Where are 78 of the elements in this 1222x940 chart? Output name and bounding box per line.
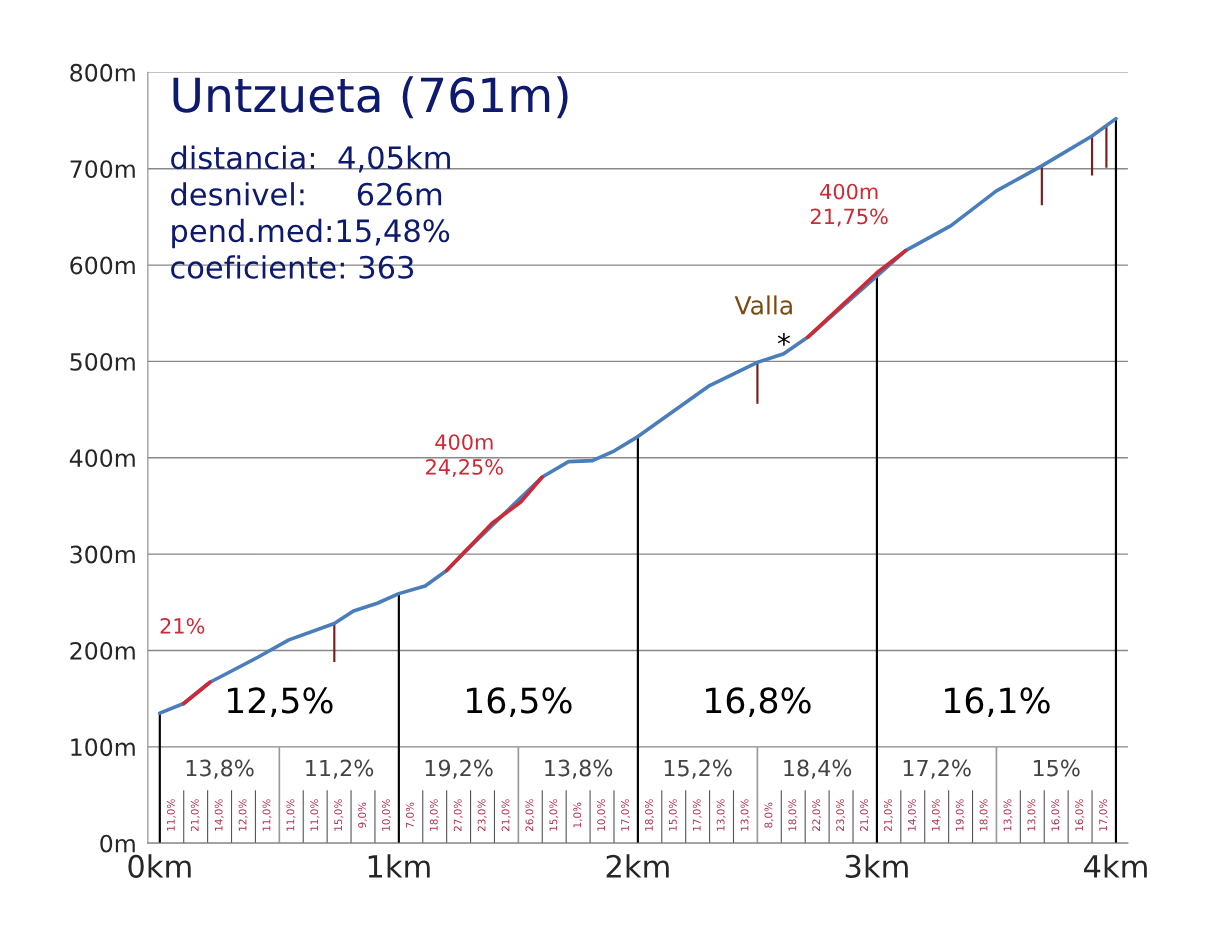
annotation: 18,0%: [979, 799, 989, 831]
annotation: 18,0%: [644, 799, 654, 831]
annotation: 11,0%: [166, 799, 176, 831]
annotation: 10,0%: [382, 799, 391, 831]
x-tick-label: 2km: [606, 854, 669, 878]
annotation: 19,0%: [955, 799, 965, 831]
annotation: Valla: [734, 295, 792, 315]
annotation: 11,0%: [310, 799, 320, 831]
series-label: 400m 24,25%: [426, 434, 503, 477]
y-tick-label: 400m: [69, 449, 135, 468]
annotation: 15,0%: [668, 799, 678, 831]
annotation: 17,0%: [621, 799, 631, 831]
annotation: 10,0%: [597, 799, 607, 831]
annotation: 18,0%: [429, 799, 439, 831]
annotation: 14,0%: [931, 799, 941, 831]
annotation: 7,0%: [405, 802, 415, 828]
x-tick-label: 0km: [128, 854, 191, 878]
annotation: 17,2%: [903, 759, 971, 779]
annotation: 14,0%: [214, 799, 224, 831]
annotation: 21,0%: [860, 799, 870, 832]
annotation: 16,8%: [706, 687, 811, 718]
annotation: 18,0%: [788, 799, 798, 831]
annotation: 15%: [1033, 759, 1080, 777]
annotation: 23,0%: [477, 799, 487, 832]
annotation: 27,0%: [453, 799, 463, 832]
text: distancia: 4,05km desnivel: 626m pend.med:15,48% coeficiente: 363: [171, 145, 450, 279]
annotation: 15,2%: [664, 759, 732, 779]
y-tick-label: 800m: [70, 63, 135, 82]
y-tick-label: 600m: [70, 256, 135, 275]
text: 21%: [160, 618, 205, 634]
annotation: 21,0%: [501, 799, 511, 832]
chart-title: Untzueta (761m): [173, 76, 568, 119]
y-tick-label: 700m: [70, 160, 135, 179]
x-tick-label: 3km: [845, 854, 908, 878]
bar: [397, 593, 400, 844]
annotation: 18,4%: [784, 759, 852, 779]
y-tick-label: 200m: [70, 641, 135, 660]
x-tick-label: 4km: [1084, 854, 1147, 878]
annotation: *: [777, 333, 791, 346]
annotation: 13,0%: [716, 799, 726, 831]
y-tick-label: 500m: [70, 352, 135, 371]
annotation: 13,0%: [1027, 799, 1037, 831]
annotation: 11,2%: [306, 759, 374, 779]
annotation: 13,0%: [1003, 799, 1013, 831]
annotation: 21,0%: [884, 799, 893, 832]
annotation: 8,0%: [764, 802, 774, 828]
annotation: 12,0%: [238, 799, 248, 831]
annotation: 21,0%: [190, 799, 200, 832]
annotation: 11,0%: [286, 799, 296, 831]
annotation: 16,5%: [467, 687, 572, 718]
annotation: 13,0%: [740, 799, 750, 831]
annotation: 26,0%: [525, 799, 535, 832]
line-series: [444, 475, 545, 573]
annotation: 22,0%: [812, 799, 822, 832]
y-tick-label: 0m: [100, 834, 135, 853]
annotation: 16,0%: [1075, 799, 1085, 831]
annotation: 16,0%: [1051, 799, 1061, 831]
annotation: 13,8%: [545, 759, 613, 779]
annotation: 12,5%: [227, 687, 333, 718]
bar: [1114, 118, 1118, 844]
bar: [158, 713, 161, 844]
annotation: 19,2%: [425, 759, 493, 779]
annotation: 16,1%: [945, 687, 1050, 718]
y-tick-label: 100m: [71, 738, 135, 757]
annotation: 17,0%: [1099, 799, 1109, 831]
bar: [636, 436, 639, 844]
annotation: 23,0%: [836, 799, 846, 832]
annotation: 14,0%: [907, 799, 917, 831]
annotation: 15,0%: [549, 799, 559, 831]
annotation: 13,8%: [186, 759, 254, 779]
series-label: 400m 21,75%: [810, 183, 888, 227]
annotation: 9,0%: [358, 802, 368, 828]
annotation: 15,0%: [334, 799, 344, 831]
y-tick-label: 300m: [70, 545, 135, 564]
x-tick-label: 1km: [368, 854, 430, 878]
annotation: 17,0%: [692, 799, 702, 831]
annotation: 11,0%: [262, 799, 272, 831]
annotation: 1,0%: [573, 802, 583, 828]
